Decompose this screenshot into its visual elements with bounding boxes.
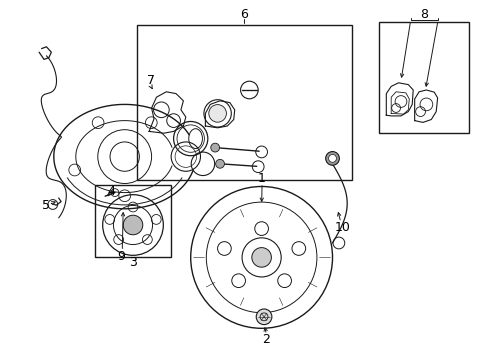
Bar — [378, 22, 468, 133]
Text: 4: 4 — [107, 185, 115, 198]
Text: 8: 8 — [420, 8, 427, 21]
Text: 6: 6 — [240, 8, 248, 21]
Text: 2: 2 — [262, 333, 270, 346]
Circle shape — [215, 159, 224, 168]
Text: 3: 3 — [129, 256, 137, 269]
Circle shape — [328, 154, 336, 162]
Circle shape — [251, 248, 271, 267]
Circle shape — [325, 152, 339, 165]
Circle shape — [208, 105, 226, 122]
Text: 10: 10 — [334, 221, 349, 234]
Text: 1: 1 — [258, 172, 265, 185]
Bar — [95, 185, 171, 257]
Circle shape — [256, 309, 271, 325]
Text: 9: 9 — [117, 250, 125, 263]
Text: 7: 7 — [146, 75, 154, 87]
Circle shape — [210, 143, 219, 152]
Ellipse shape — [188, 129, 202, 148]
Circle shape — [123, 215, 142, 235]
Bar — [137, 25, 351, 180]
Text: 5: 5 — [42, 199, 50, 212]
